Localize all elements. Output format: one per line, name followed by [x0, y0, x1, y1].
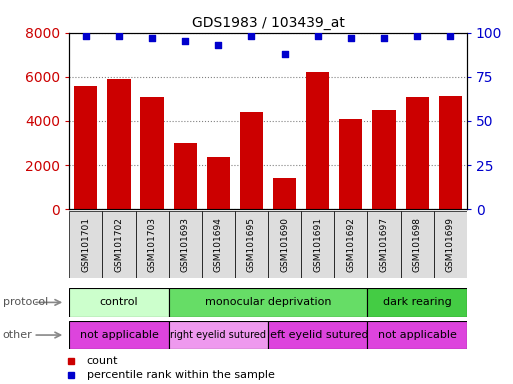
Point [148, 35, 156, 41]
Bar [135, 211, 169, 278]
Text: GSM101698: GSM101698 [412, 217, 422, 272]
Text: protocol: protocol [3, 297, 48, 308]
Bar [306, 73, 329, 209]
Bar [141, 97, 164, 209]
Bar [202, 211, 235, 278]
Bar [268, 211, 301, 278]
Bar [103, 211, 135, 278]
Text: GSM101703: GSM101703 [148, 217, 156, 272]
Bar [406, 97, 429, 209]
Point [446, 33, 455, 39]
Point [181, 38, 189, 45]
Bar [74, 86, 97, 209]
Text: right eyelid sutured: right eyelid sutured [170, 330, 266, 340]
Bar [401, 211, 433, 278]
Text: dark rearing: dark rearing [383, 297, 451, 308]
Bar [169, 211, 202, 278]
Bar [367, 211, 401, 278]
Bar [367, 288, 467, 317]
Text: control: control [100, 297, 139, 308]
Text: count: count [87, 356, 119, 366]
Bar [268, 321, 367, 349]
Bar [439, 96, 462, 209]
Bar [339, 119, 363, 209]
Point [313, 33, 322, 39]
Bar [372, 110, 396, 209]
Text: GSM101699: GSM101699 [446, 217, 455, 272]
Text: GSM101695: GSM101695 [247, 217, 256, 272]
Bar [240, 112, 263, 209]
Title: GDS1983 / 103439_at: GDS1983 / 103439_at [191, 16, 345, 30]
Text: GSM101701: GSM101701 [82, 217, 90, 272]
Point [115, 33, 123, 39]
Bar [235, 211, 268, 278]
Point [247, 33, 255, 39]
Text: monocular deprivation: monocular deprivation [205, 297, 331, 308]
Bar [207, 157, 230, 209]
Bar [433, 211, 467, 278]
Text: left eyelid sutured: left eyelid sutured [267, 330, 368, 340]
Text: percentile rank within the sample: percentile rank within the sample [87, 370, 274, 380]
Bar [367, 321, 467, 349]
Point [347, 35, 355, 41]
Bar [107, 79, 130, 209]
Bar [69, 321, 169, 349]
Bar [69, 211, 103, 278]
Text: GSM101694: GSM101694 [214, 217, 223, 272]
Point [281, 51, 289, 57]
Point [413, 33, 421, 39]
Point [82, 33, 90, 39]
Bar [301, 211, 334, 278]
Text: GSM101693: GSM101693 [181, 217, 190, 272]
Bar [169, 321, 268, 349]
Text: GSM101702: GSM101702 [114, 217, 124, 272]
Point [380, 35, 388, 41]
Text: GSM101692: GSM101692 [346, 217, 356, 272]
Bar [273, 179, 296, 209]
Bar [69, 288, 169, 317]
Text: not applicable: not applicable [80, 330, 159, 340]
Bar [169, 288, 367, 317]
Text: other: other [3, 330, 32, 340]
Bar [173, 143, 197, 209]
Bar [334, 211, 367, 278]
Text: GSM101697: GSM101697 [380, 217, 388, 272]
Text: GSM101691: GSM101691 [313, 217, 322, 272]
Text: GSM101690: GSM101690 [280, 217, 289, 272]
Point [214, 42, 223, 48]
Text: not applicable: not applicable [378, 330, 457, 340]
